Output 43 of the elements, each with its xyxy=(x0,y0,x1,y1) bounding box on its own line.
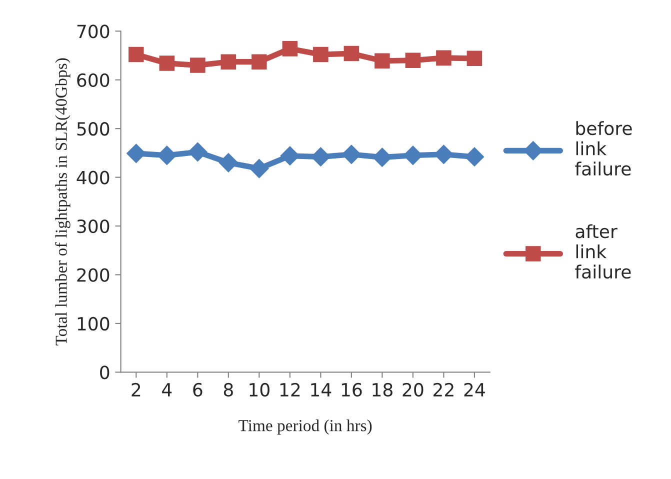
x-tick-label: 10 xyxy=(250,382,270,397)
point xyxy=(220,54,236,70)
y-tick-label: 0 xyxy=(100,366,110,380)
x-tick-label: 20 xyxy=(402,382,424,397)
x-tick-label: 16 xyxy=(342,382,362,397)
point xyxy=(252,54,267,70)
y-tick-label: 300 xyxy=(77,219,110,234)
point xyxy=(282,41,298,56)
x-tick-label: 6 xyxy=(193,382,202,397)
y-tick-label: 700 xyxy=(77,24,110,38)
y-tick-label: 200 xyxy=(77,268,110,282)
point xyxy=(464,147,484,167)
point xyxy=(313,46,328,62)
x-tick-label: 4 xyxy=(162,383,172,396)
x-tick-label: 18 xyxy=(372,382,392,397)
point xyxy=(344,46,360,62)
point xyxy=(218,152,238,173)
point xyxy=(128,46,144,62)
point xyxy=(126,144,146,164)
x-tick-label: 8 xyxy=(224,382,233,397)
x-tick-label: 12 xyxy=(280,382,300,396)
point xyxy=(342,144,362,164)
point xyxy=(188,142,208,162)
y-axis-title: Total lumber of lightpaths in SLR(40Gbps) xyxy=(55,58,70,346)
x-axis-title: Time period (in hrs) xyxy=(238,420,372,435)
x-tick-label: 2 xyxy=(132,382,140,396)
point xyxy=(374,53,390,68)
y-tick-label: 500 xyxy=(77,122,110,136)
point xyxy=(157,146,177,166)
point xyxy=(249,158,269,178)
point xyxy=(466,50,482,66)
y-tick-label: 600 xyxy=(77,73,110,87)
point xyxy=(159,56,175,71)
y-tick-label: 100 xyxy=(78,316,110,331)
legend-label: before link failure xyxy=(575,121,632,176)
legend-label: after link failure xyxy=(575,224,631,279)
point xyxy=(436,50,452,66)
y-tick-label: 400 xyxy=(76,170,110,184)
x-tick-label: 24 xyxy=(464,382,485,396)
x-tick-label: 14 xyxy=(311,383,332,396)
point xyxy=(190,58,206,73)
point xyxy=(405,52,421,68)
x-tick-label: 22 xyxy=(434,382,454,396)
